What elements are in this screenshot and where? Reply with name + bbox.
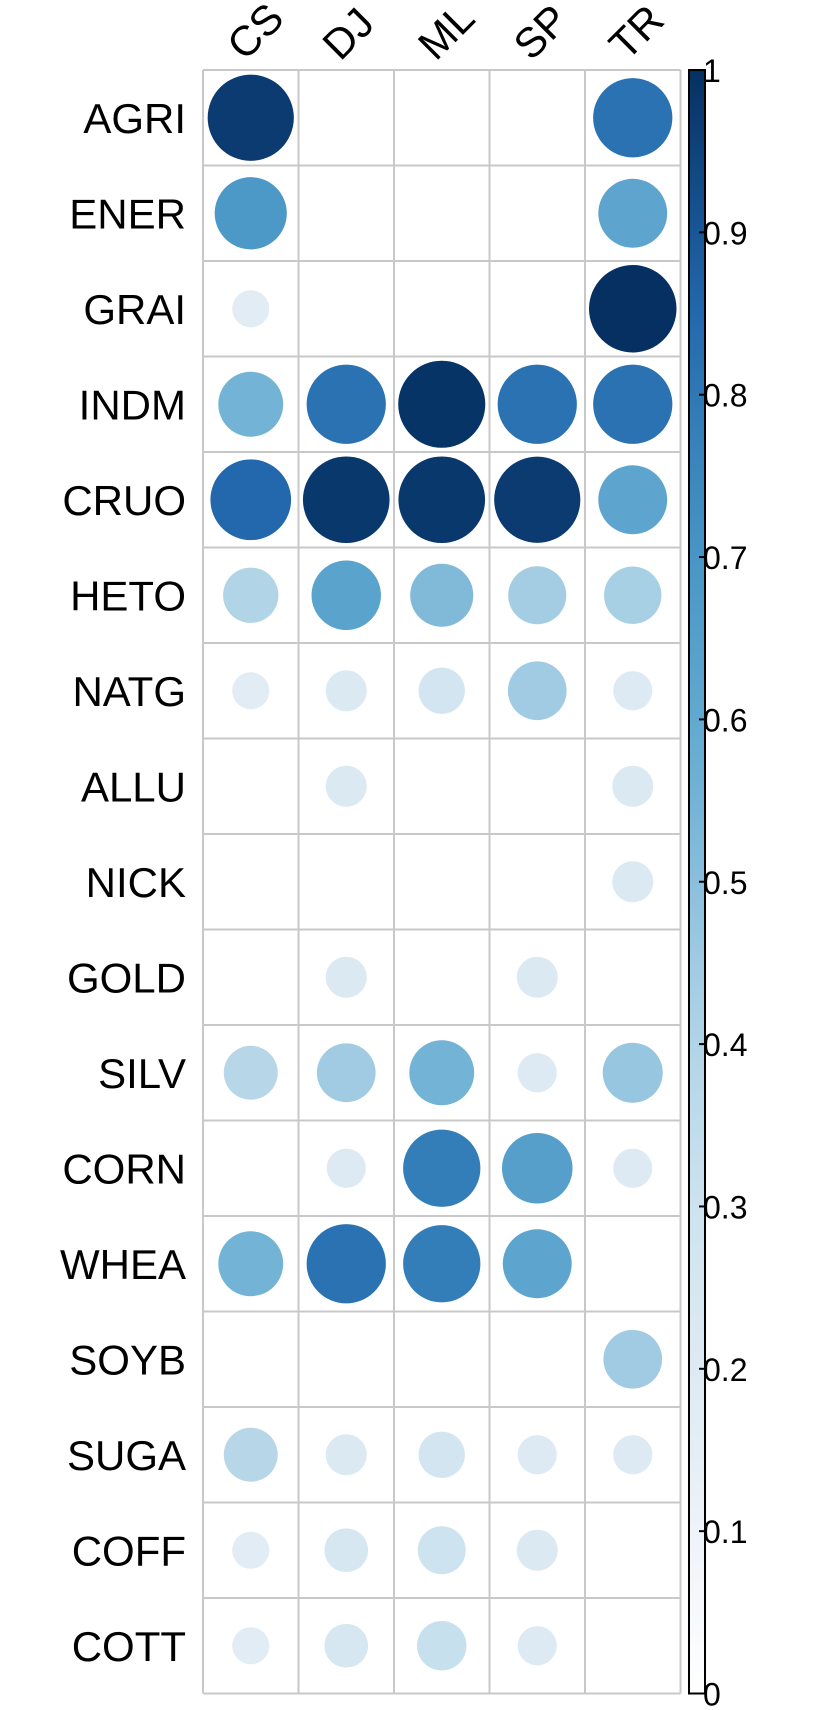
correlation-circle-cott-ml	[417, 1621, 467, 1671]
correlation-circle-suga-ml	[418, 1431, 465, 1478]
column-label-dj: DJ	[313, 0, 383, 68]
row-label-coff: COFF	[72, 1527, 186, 1574]
correlation-circle-ener-tr	[598, 178, 668, 248]
correlation-circle-indm-tr	[593, 364, 673, 444]
correlation-circle-cruo-dj	[302, 456, 390, 544]
colorbar-tick-label: 1	[703, 53, 721, 89]
row-label-silv: SILV	[98, 1050, 186, 1097]
correlation-circle-coff-ml	[417, 1526, 466, 1575]
correlation-circle-cott-dj	[324, 1623, 369, 1668]
correlation-circle-nick-tr	[612, 861, 654, 903]
correlation-circle-cott-cs	[232, 1627, 270, 1665]
correlation-circle-cruo-sp	[494, 456, 581, 543]
row-label-ener: ENER	[69, 190, 186, 237]
row-label-heto: HETO	[70, 572, 186, 619]
row-label-suga: SUGA	[67, 1432, 186, 1479]
correlation-circle-heto-dj	[311, 560, 381, 630]
correlation-circle-natg-dj	[325, 670, 367, 712]
correlation-circle-ener-cs	[214, 177, 287, 250]
correlation-circle-heto-cs	[223, 567, 279, 623]
correlation-circle-coff-dj	[324, 1528, 369, 1573]
colorbar-tick-label: 0.2	[703, 1352, 747, 1388]
correlation-circle-cruo-cs	[210, 459, 292, 541]
row-label-nick: NICK	[86, 859, 186, 906]
correlation-circle-silv-cs	[223, 1045, 278, 1100]
row-label-allu: ALLU	[81, 763, 186, 810]
row-label-cott: COTT	[72, 1623, 186, 1670]
correlation-circle-natg-cs	[232, 672, 270, 710]
column-label-cs: CS	[218, 0, 293, 68]
colorbar-tick-label: 0.9	[703, 215, 747, 251]
correlation-circle-corn-sp	[501, 1132, 573, 1204]
correlation-circle-corn-dj	[326, 1148, 366, 1188]
row-label-corn: CORN	[62, 1145, 186, 1192]
correlation-circle-coff-cs	[232, 1531, 270, 1569]
correlation-circle-indm-cs	[218, 371, 284, 437]
correlation-circle-whea-cs	[218, 1231, 284, 1297]
correlation-circle-silv-dj	[316, 1043, 376, 1103]
row-label-agri: AGRI	[83, 95, 186, 142]
correlation-circle-natg-tr	[613, 671, 653, 711]
row-label-cruo: CRUO	[62, 477, 186, 524]
correlation-circle-soyb-tr	[603, 1329, 663, 1389]
colorbar-tick-label: 0.5	[703, 865, 747, 901]
row-label-natg: NATG	[72, 668, 186, 715]
row-label-gold: GOLD	[67, 954, 186, 1001]
correlation-circle-cott-sp	[517, 1626, 557, 1666]
correlation-circle-silv-sp	[517, 1053, 557, 1093]
correlation-circle-heto-sp	[508, 566, 567, 625]
correlation-circle-grai-tr	[589, 265, 677, 353]
colorbar-tick-label: 0.1	[703, 1514, 747, 1550]
correlation-circle-suga-tr	[613, 1435, 653, 1475]
correlation-circle-allu-dj	[325, 765, 367, 807]
column-label-sp: SP	[504, 0, 577, 68]
correlation-circle-gold-sp	[516, 956, 558, 998]
row-label-soyb: SOYB	[69, 1336, 186, 1383]
correlation-circle-whea-dj	[306, 1224, 386, 1304]
correlation-circle-suga-sp	[517, 1435, 557, 1475]
correlation-circle-whea-ml	[403, 1225, 481, 1303]
row-label-whea: WHEA	[60, 1241, 186, 1288]
colorbar-tick-label: 0.8	[703, 378, 747, 414]
correlation-circle-natg-sp	[507, 661, 567, 721]
correlation-circle-cruo-tr	[598, 465, 668, 535]
correlation-circle-suga-cs	[223, 1427, 278, 1482]
grid-layer	[202, 69, 682, 1695]
correlation-circle-gold-dj	[325, 956, 367, 998]
row-label-indm: INDM	[79, 381, 186, 428]
correlation-circle-heto-tr	[604, 566, 662, 624]
correlation-circle-suga-dj	[325, 1434, 367, 1476]
colorbar: 0 0.1 0.2 0.3 0.4 0.5 0.6 0.7 0.8 0.9 1	[688, 53, 747, 1710]
colorbar-tick-label: 0.7	[703, 540, 747, 576]
column-label-tr: TR	[600, 0, 673, 68]
row-label-grai: GRAI	[83, 286, 186, 333]
colorbar-tick-label: 0	[703, 1677, 721, 1710]
correlation-circle-indm-dj	[306, 364, 386, 444]
correlation-circle-heto-ml	[410, 563, 474, 627]
row-labels: AGRI ENER GRAI INDM CRUO HETO NATG ALLU NICK GOLD…	[60, 95, 186, 1670]
circle-layer	[207, 74, 677, 1671]
correlation-circle-silv-tr	[602, 1042, 663, 1103]
correlation-circle-whea-sp	[502, 1229, 572, 1299]
colorbar-tick-label: 0.3	[703, 1189, 747, 1225]
colorbar-tick-label: 0.6	[703, 702, 747, 738]
correlation-circle-corn-ml	[403, 1129, 481, 1207]
correlation-circle-indm-sp	[497, 364, 577, 444]
colorbar-tick-label: 0.4	[703, 1027, 747, 1063]
correlation-circle-corn-tr	[613, 1148, 653, 1188]
correlation-circle-agri-tr	[593, 78, 673, 158]
correlation-circle-coff-sp	[516, 1529, 558, 1571]
correlation-circle-allu-tr	[612, 765, 654, 807]
correlation-circle-agri-cs	[207, 74, 294, 161]
column-labels: CS DJ ML SP TR	[218, 0, 673, 68]
correlation-circle-indm-ml	[398, 360, 486, 448]
column-label-ml: ML	[409, 0, 484, 68]
correlation-circle-natg-ml	[418, 667, 465, 714]
correlation-circle-silv-ml	[409, 1040, 475, 1106]
correlation-circle-cruo-ml	[398, 456, 486, 544]
correlation-circle-grai-cs	[232, 290, 270, 328]
